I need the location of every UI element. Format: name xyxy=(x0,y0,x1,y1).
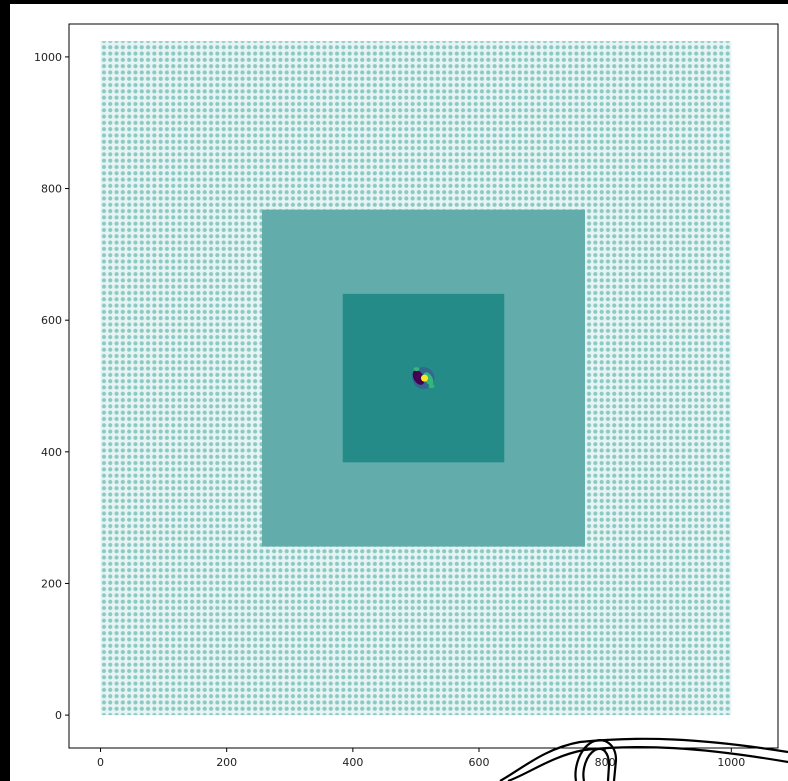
y-tick-label: 1000 xyxy=(34,51,62,64)
scatter-chart: 0 200 400 600 800 1000 0 200 400 600 800 1000 xyxy=(34,23,788,781)
pattern-dark-lobe xyxy=(412,370,425,385)
y-tick-label: 400 xyxy=(41,446,62,459)
x-tick-label: 1000 xyxy=(717,756,745,769)
y-tick-label: 200 xyxy=(41,577,62,590)
overlay-stylus-icon xyxy=(499,737,788,781)
x-tick-label: 600 xyxy=(469,756,490,769)
pattern-green-head xyxy=(413,367,420,372)
y-tick-label: 600 xyxy=(41,314,62,327)
axes-frame xyxy=(68,23,779,749)
x-tick-label: 200 xyxy=(216,756,237,769)
y-tick-label: 800 xyxy=(41,183,62,196)
x-tick-label: 800 xyxy=(595,756,616,769)
y-tick-label: 0 xyxy=(55,709,62,722)
central-pattern xyxy=(412,367,435,390)
x-tick-label: 400 xyxy=(342,756,363,769)
pattern-green-tail xyxy=(428,384,435,389)
pattern-bright-core xyxy=(421,374,428,382)
x-tick-label: 0 xyxy=(97,756,104,769)
figure-canvas: 0 200 400 600 800 1000 0 200 400 600 800 1000 xyxy=(10,4,788,781)
